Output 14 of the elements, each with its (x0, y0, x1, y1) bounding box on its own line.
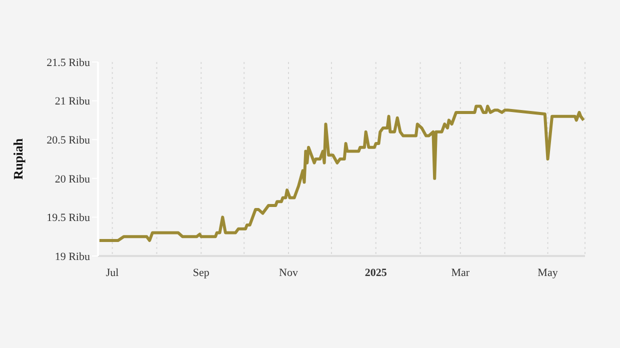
x-tick-label: Nov (279, 267, 298, 279)
x-tick-label: Mar (451, 267, 470, 279)
y-tick-label: 19.5 Ribu (46, 212, 90, 224)
y-tick-label: 21.5 Ribu (46, 56, 90, 69)
y-tick-label: 21 Ribu (54, 96, 90, 108)
line-series (98, 104, 585, 242)
x-tick-label: Sep (192, 267, 210, 279)
x-tick-label: 2025 (364, 267, 388, 279)
y-axis-title: Rupiah (10, 138, 26, 180)
y-tick-label: 20.5 Ribu (46, 134, 90, 147)
y-tick-label: 19 Ribu (54, 250, 90, 263)
x-tick-label: May (538, 267, 558, 279)
y-tick-label: 20 Ribu (54, 173, 90, 186)
x-tick-label: Jul (106, 267, 119, 279)
